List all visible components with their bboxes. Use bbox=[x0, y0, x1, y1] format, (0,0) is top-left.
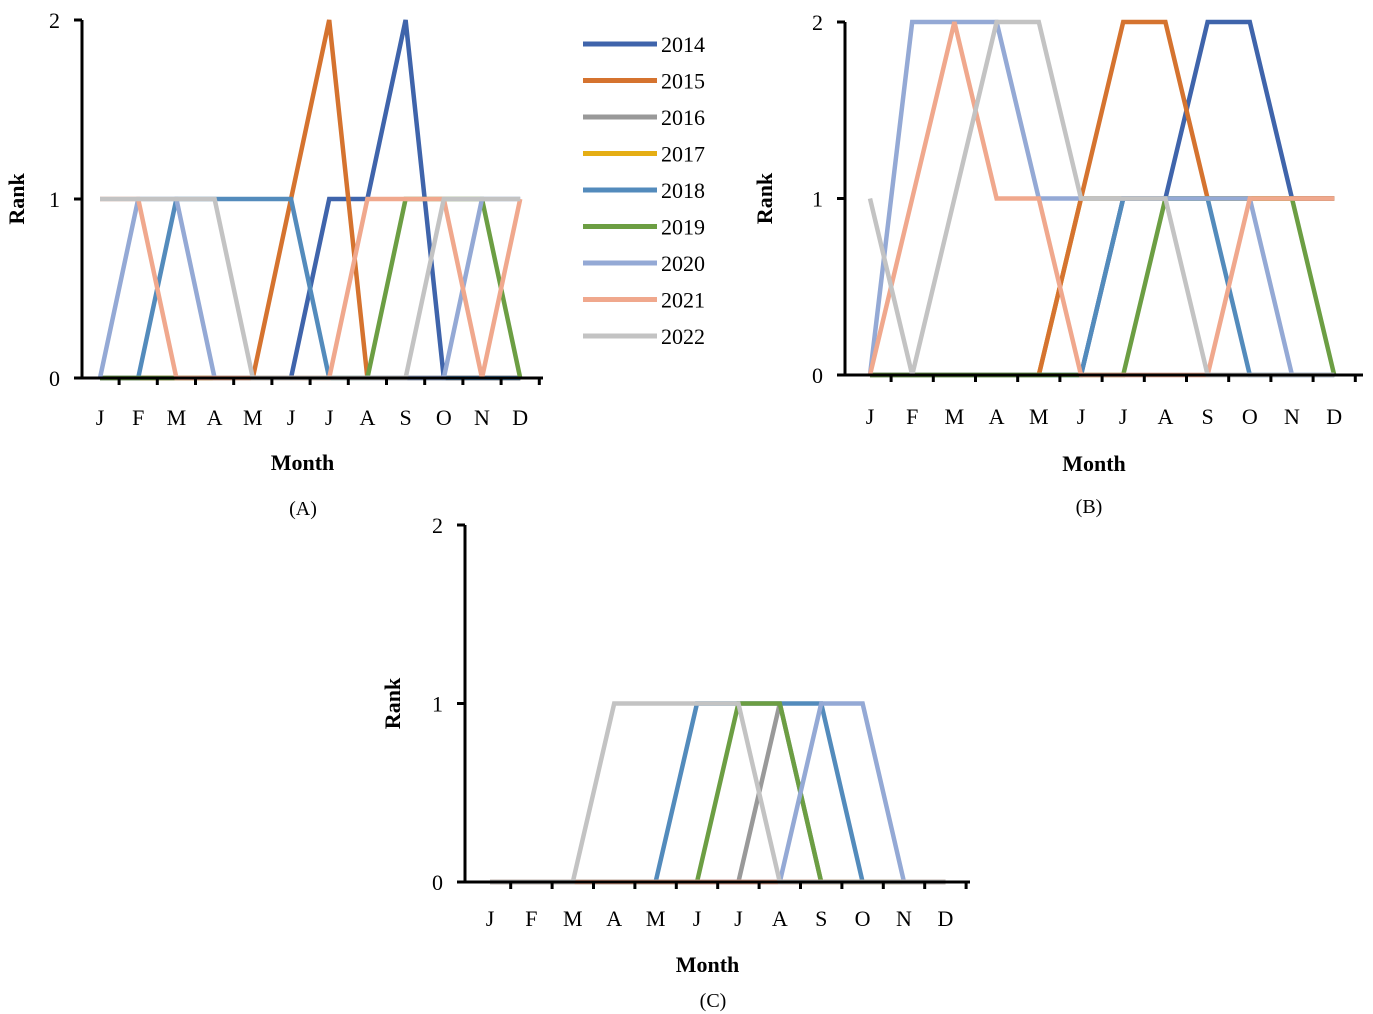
y-axis-title: Rank bbox=[752, 172, 777, 224]
x-tick-label: M bbox=[243, 405, 263, 430]
x-tick-label: O bbox=[436, 405, 452, 430]
x-tick-label: J bbox=[866, 404, 875, 429]
x-tick-label: S bbox=[1201, 404, 1213, 429]
x-tick-label: N bbox=[1284, 404, 1300, 429]
legend-label: 2022 bbox=[661, 324, 705, 349]
x-tick-label: M bbox=[563, 906, 583, 931]
y-tick-label: 1 bbox=[49, 187, 60, 212]
legend-label: 2018 bbox=[661, 178, 705, 203]
x-tick-label: F bbox=[525, 906, 537, 931]
x-tick-label: F bbox=[906, 404, 918, 429]
x-tick-label: N bbox=[474, 405, 490, 430]
x-axis-title: Month bbox=[1062, 451, 1126, 476]
x-tick-label: A bbox=[359, 405, 375, 430]
x-tick-label: D bbox=[937, 906, 953, 931]
panel-label: (B) bbox=[1076, 496, 1103, 518]
legend: 2014 2015 2016 2017 2018 2019 2020 2021 2022 bbox=[583, 32, 705, 349]
x-axis-title: Month bbox=[676, 952, 740, 977]
legend-label: 2015 bbox=[661, 69, 705, 94]
y-tick-label: 0 bbox=[432, 870, 443, 895]
legend-label: 2019 bbox=[661, 215, 705, 240]
x-tick-label: J bbox=[96, 405, 105, 430]
x-tick-label: A bbox=[1157, 404, 1173, 429]
x-tick-label: J bbox=[287, 405, 296, 430]
x-tick-label: O bbox=[1242, 404, 1258, 429]
legend-label: 2020 bbox=[661, 251, 705, 276]
series-line-2019 bbox=[490, 701, 946, 885]
series-line-2018 bbox=[870, 196, 1335, 378]
legend-label: 2016 bbox=[661, 105, 705, 130]
panel-label: (C) bbox=[700, 990, 727, 1012]
x-tick-label: F bbox=[132, 405, 144, 430]
y-tick-label: 1 bbox=[812, 187, 823, 212]
x-tick-label: N bbox=[896, 906, 912, 931]
x-tick-label: J bbox=[1077, 404, 1086, 429]
x-tick-label: J bbox=[693, 906, 702, 931]
y-tick-label: 0 bbox=[812, 363, 823, 388]
y-tick-label: 2 bbox=[812, 10, 823, 35]
x-tick-label: M bbox=[646, 906, 666, 931]
x-tick-label: O bbox=[855, 906, 871, 931]
legend-label: 2017 bbox=[661, 142, 705, 167]
x-tick-label: A bbox=[989, 404, 1005, 429]
y-axis-title: Rank bbox=[4, 173, 29, 225]
x-tick-label: J bbox=[325, 405, 334, 430]
x-tick-label: S bbox=[399, 405, 411, 430]
x-tick-label: A bbox=[207, 405, 223, 430]
x-tick-label: D bbox=[512, 405, 528, 430]
x-tick-label: J bbox=[486, 906, 495, 931]
legend-label: 2021 bbox=[661, 288, 705, 313]
legend-label: 2014 bbox=[661, 32, 705, 57]
y-tick-label: 1 bbox=[432, 692, 443, 717]
x-tick-label: J bbox=[734, 906, 743, 931]
x-tick-label: M bbox=[1029, 404, 1049, 429]
x-axis-title: Month bbox=[271, 450, 335, 475]
x-tick-label: J bbox=[1119, 404, 1128, 429]
x-tick-label: A bbox=[606, 906, 622, 931]
y-axis-title: Rank bbox=[380, 677, 405, 729]
x-tick-label: M bbox=[945, 404, 965, 429]
y-tick-label: 2 bbox=[432, 513, 443, 538]
series-line-2018 bbox=[100, 196, 521, 381]
x-tick-label: A bbox=[772, 906, 788, 931]
y-tick-label: 0 bbox=[49, 366, 60, 391]
y-tick-label: 2 bbox=[49, 8, 60, 33]
x-tick-label: S bbox=[815, 906, 827, 931]
x-tick-label: M bbox=[167, 405, 187, 430]
panel-label: (A) bbox=[289, 498, 317, 520]
x-tick-label: D bbox=[1326, 404, 1342, 429]
